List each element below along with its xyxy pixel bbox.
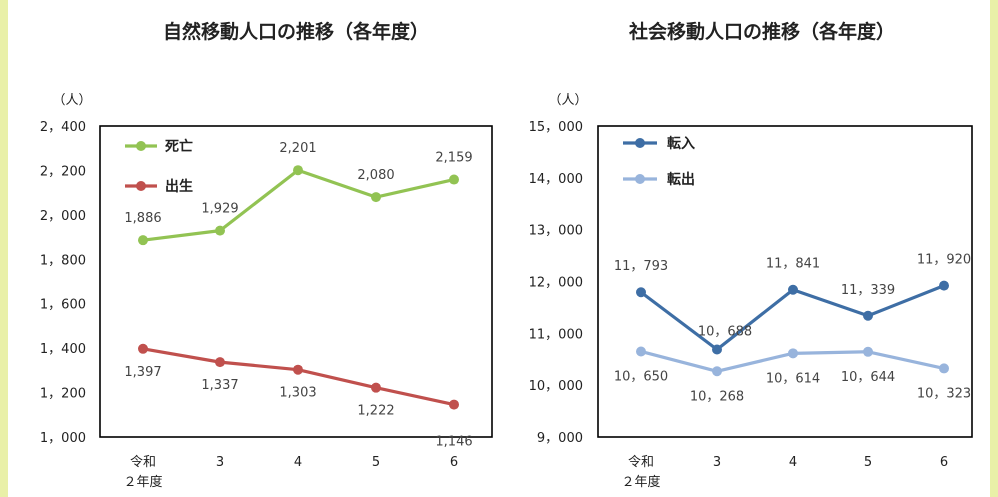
- data-label: 1,929: [201, 202, 238, 217]
- right-edge-strip: [990, 0, 998, 497]
- x-tick-label: 4: [789, 455, 797, 470]
- data-label: 11，339: [841, 283, 895, 298]
- data-point: [788, 348, 798, 359]
- data-point: [788, 284, 798, 295]
- data-point: [215, 225, 225, 236]
- y-tick-label: 11，000: [529, 327, 583, 342]
- x-tick-label: 令和: [628, 455, 654, 470]
- y-tick-label: 1，800: [40, 253, 86, 268]
- y-tick-label: 2，400: [40, 120, 86, 135]
- y-axis-unit: （人）: [52, 93, 91, 108]
- y-tick-label: 1，600: [40, 298, 86, 313]
- data-label: 2,080: [357, 168, 394, 183]
- y-tick-label: 15，000: [529, 120, 583, 135]
- data-label: 10，614: [766, 371, 820, 386]
- data-label: 11，920: [917, 253, 971, 268]
- data-point: [636, 346, 646, 357]
- legend-marker: [136, 181, 146, 191]
- x-tick-label: 令和: [130, 455, 156, 470]
- y-tick-label: 2，200: [40, 164, 86, 179]
- x-tick-label: 5: [864, 455, 872, 470]
- y-tick-label: 1，200: [40, 387, 86, 402]
- data-point: [939, 280, 949, 291]
- data-label: 11，793: [614, 259, 668, 274]
- legend-label: 死亡: [164, 138, 193, 155]
- legend-marker: [635, 174, 645, 184]
- data-point: [293, 165, 303, 176]
- y-tick-label: 9，000: [537, 431, 583, 446]
- data-label: 10，323: [917, 386, 971, 401]
- data-label: 11，841: [766, 257, 820, 272]
- data-point: [636, 287, 646, 298]
- data-point: [138, 235, 148, 246]
- chart-title: 社会移動人口の推移（各年度）: [628, 20, 895, 43]
- x-tick-label: 3: [713, 455, 721, 470]
- x-tick-label: ２年度: [621, 474, 660, 490]
- x-tick-label: 5: [372, 455, 380, 470]
- data-point: [371, 192, 381, 203]
- plot-area: [99, 125, 493, 438]
- y-axis-unit: （人）: [548, 93, 587, 108]
- chart-title: 自然移動人口の推移（各年度）: [163, 20, 429, 43]
- legend-label: 出生: [165, 178, 193, 195]
- data-label: 10，268: [690, 389, 744, 404]
- left-edge-strip: [0, 0, 8, 497]
- data-label: 1,886: [124, 211, 161, 226]
- data-label: 2,201: [279, 141, 316, 156]
- data-label: 1,337: [201, 378, 238, 393]
- y-tick-label: 1，400: [40, 342, 86, 357]
- x-tick-label: ２年度: [123, 474, 162, 490]
- data-point: [215, 357, 225, 368]
- data-point: [863, 310, 873, 321]
- data-label: 1,222: [357, 404, 394, 419]
- y-tick-label: 1，000: [40, 431, 86, 446]
- data-label: 1,397: [124, 365, 161, 380]
- legend-label: 転出: [667, 171, 695, 188]
- data-point: [939, 363, 949, 374]
- data-label: 10，688: [698, 325, 752, 340]
- data-label: 10，650: [614, 369, 668, 384]
- data-point: [371, 382, 381, 393]
- data-label: 2,159: [435, 151, 472, 166]
- x-tick-label: 4: [294, 455, 302, 470]
- data-point: [712, 366, 722, 377]
- data-label: 1,146: [435, 435, 472, 450]
- legend-marker: [136, 141, 146, 151]
- legend-label: 転入: [667, 135, 695, 152]
- x-tick-label: 6: [940, 455, 948, 470]
- y-tick-label: 12，000: [529, 276, 583, 291]
- data-point: [449, 174, 459, 185]
- data-point: [863, 346, 873, 357]
- x-tick-label: 6: [450, 455, 458, 470]
- y-tick-label: 13，000: [529, 224, 583, 239]
- data-label: 10，644: [841, 370, 895, 385]
- y-tick-label: 14，000: [529, 172, 583, 187]
- data-point: [449, 399, 459, 410]
- plot-area: [597, 125, 973, 438]
- data-point: [138, 343, 148, 354]
- y-tick-label: 10，000: [529, 379, 583, 394]
- y-tick-label: 2，000: [40, 209, 86, 224]
- data-point: [293, 364, 303, 375]
- data-point: [712, 344, 722, 355]
- x-tick-label: 3: [216, 455, 224, 470]
- data-label: 1,303: [279, 386, 316, 401]
- legend-marker: [635, 138, 645, 148]
